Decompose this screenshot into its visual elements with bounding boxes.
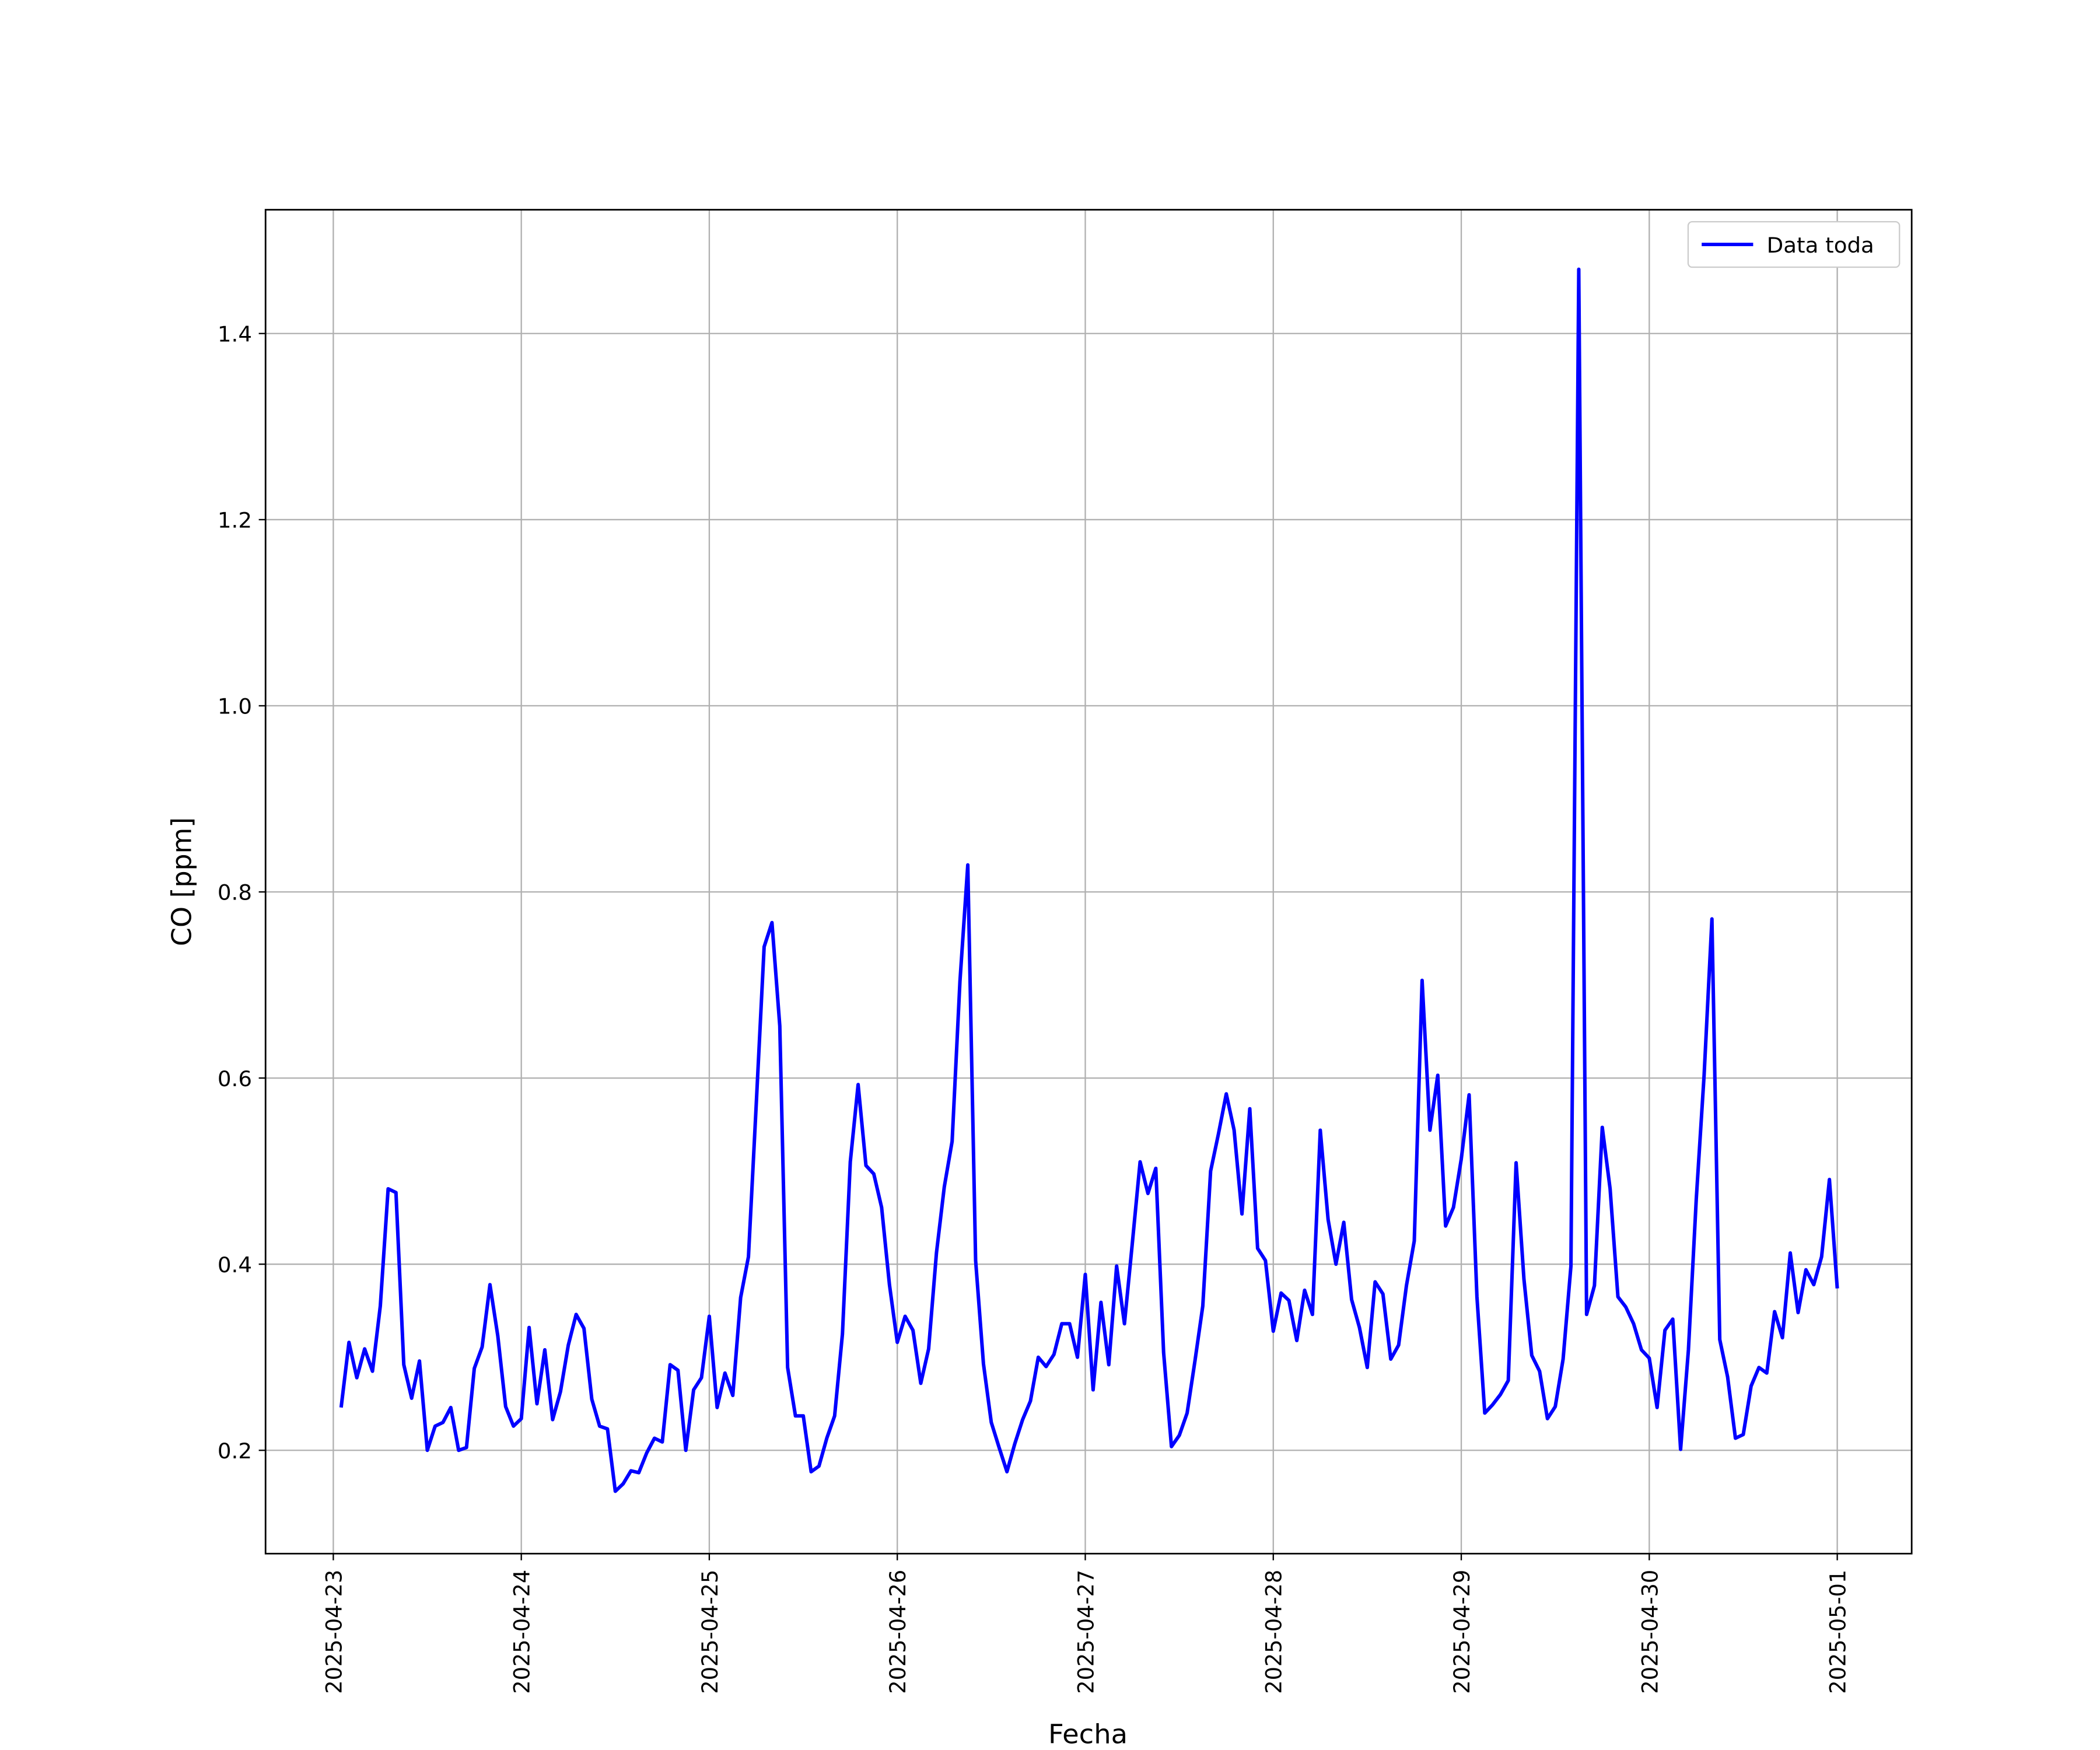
x-tick-label: 2025-04-25 — [698, 1570, 723, 1694]
x-tick-label: 2025-04-29 — [1450, 1570, 1475, 1694]
x-tick-label: 2025-04-27 — [1073, 1570, 1098, 1694]
legend-label: Data toda — [1767, 233, 1874, 258]
y-tick-label: 0.8 — [218, 880, 252, 905]
y-tick-label: 1.0 — [218, 694, 252, 719]
y-tick-label: 0.4 — [218, 1252, 252, 1278]
x-axis-label: Fecha — [1048, 1718, 1128, 1750]
x-tick-label: 2025-04-28 — [1261, 1570, 1286, 1694]
y-tick-label: 1.2 — [218, 508, 252, 533]
legend-box — [1687, 221, 1901, 268]
data-line — [339, 267, 1839, 1493]
y-tick-label: 0.6 — [218, 1066, 252, 1091]
x-tick-label: 2025-04-30 — [1637, 1570, 1662, 1694]
x-tick-label: 2025-04-24 — [509, 1570, 534, 1694]
x-tick-label: 2025-04-23 — [321, 1570, 346, 1694]
y-axis-label: CO [ppm] — [166, 817, 197, 946]
x-tick-label: 2025-04-26 — [886, 1570, 911, 1694]
x-tick-label: 2025-05-01 — [1825, 1570, 1850, 1694]
y-tick-label: 1.4 — [218, 322, 252, 347]
plot-frame — [264, 209, 1913, 1555]
y-tick-label: 0.2 — [218, 1438, 252, 1464]
